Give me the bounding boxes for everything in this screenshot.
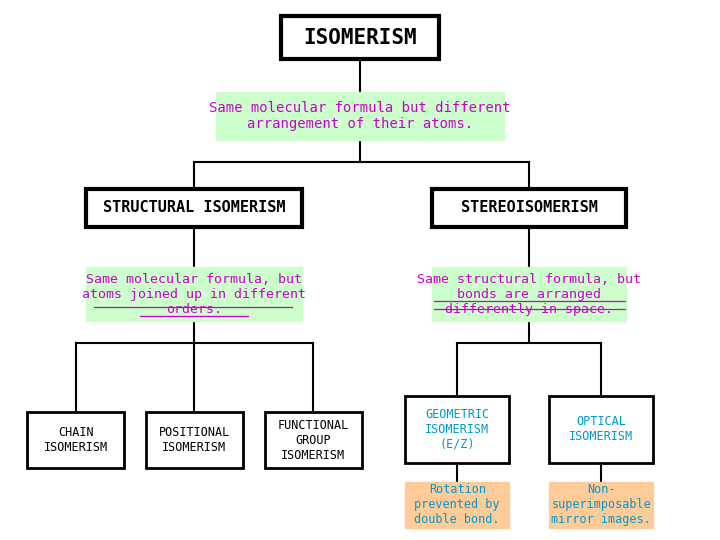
Text: Rotation
prevented by
double bond.: Rotation prevented by double bond.: [415, 483, 500, 526]
Text: Non-
superimposable
mirror images.: Non- superimposable mirror images.: [552, 483, 651, 526]
FancyBboxPatch shape: [432, 267, 626, 321]
FancyBboxPatch shape: [265, 411, 361, 468]
Text: FUNCTIONAL
GROUP
ISOMERISM: FUNCTIONAL GROUP ISOMERISM: [278, 418, 348, 462]
FancyBboxPatch shape: [405, 482, 510, 528]
Text: STEREOISOMERISM: STEREOISOMERISM: [461, 200, 598, 215]
FancyBboxPatch shape: [216, 92, 504, 140]
Text: POSITIONAL
ISOMERISM: POSITIONAL ISOMERISM: [159, 426, 230, 454]
FancyBboxPatch shape: [432, 189, 626, 227]
FancyBboxPatch shape: [549, 395, 654, 463]
Text: Same molecular formula, but
atoms joined up in different
orders.: Same molecular formula, but atoms joined…: [82, 273, 307, 316]
FancyBboxPatch shape: [549, 482, 654, 528]
FancyBboxPatch shape: [27, 411, 124, 468]
FancyBboxPatch shape: [86, 267, 302, 321]
Text: GEOMETRIC
ISOMERISM
(E/Z): GEOMETRIC ISOMERISM (E/Z): [425, 408, 490, 451]
Text: CHAIN
ISOMERISM: CHAIN ISOMERISM: [43, 426, 108, 454]
FancyBboxPatch shape: [281, 16, 439, 59]
FancyBboxPatch shape: [405, 395, 510, 463]
Text: STRUCTURAL ISOMERISM: STRUCTURAL ISOMERISM: [103, 200, 286, 215]
Text: ISOMERISM: ISOMERISM: [303, 28, 417, 48]
Text: Same structural formula, but
bonds are arranged
differently in space.: Same structural formula, but bonds are a…: [417, 273, 642, 316]
Text: Same molecular formula but different
arrangement of their atoms.: Same molecular formula but different arr…: [210, 101, 510, 131]
FancyBboxPatch shape: [86, 189, 302, 227]
Text: OPTICAL
ISOMERISM: OPTICAL ISOMERISM: [569, 415, 634, 443]
FancyBboxPatch shape: [145, 411, 243, 468]
